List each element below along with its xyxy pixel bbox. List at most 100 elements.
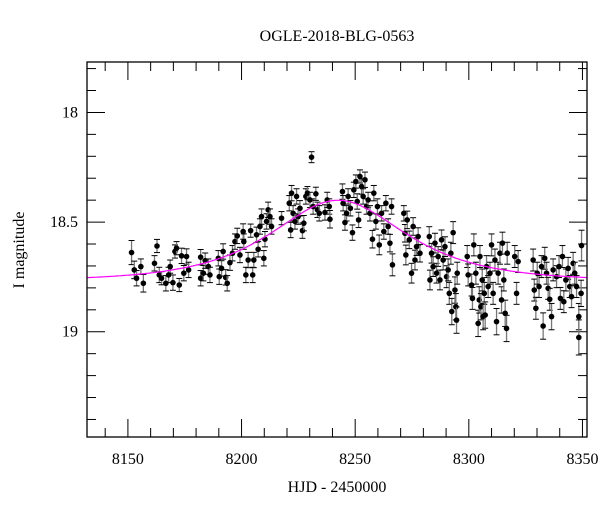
data-point	[216, 273, 223, 280]
data-point	[454, 270, 461, 276]
data-point	[468, 282, 475, 288]
data-point	[417, 250, 423, 257]
data-point	[376, 242, 383, 248]
data-point	[234, 233, 241, 239]
y-tick-label: 19	[62, 324, 78, 341]
data-point	[261, 255, 267, 262]
data-point	[247, 227, 254, 234]
data-point	[257, 223, 263, 230]
data-point	[133, 275, 140, 282]
data-point	[490, 290, 496, 297]
data-point	[360, 193, 366, 200]
data-point	[556, 263, 562, 270]
x-tick-label: 8350	[566, 451, 598, 468]
data-point	[358, 183, 365, 190]
data-point	[340, 200, 346, 207]
data-point	[440, 257, 446, 263]
data-point	[481, 290, 488, 297]
data-point	[464, 253, 471, 260]
data-point	[138, 263, 144, 270]
data-point	[503, 325, 510, 332]
data-point	[495, 270, 501, 276]
data-point	[387, 240, 393, 246]
data-point	[237, 252, 243, 258]
y-tick-label: 18.5	[50, 214, 78, 231]
data-point	[369, 236, 376, 242]
data-point	[207, 272, 213, 278]
data-point	[561, 298, 567, 305]
data-point	[531, 287, 538, 293]
x-axis-label: HJD - 2450000	[288, 479, 387, 496]
data-point	[426, 233, 433, 240]
data-point	[343, 210, 350, 217]
data-point	[538, 263, 545, 270]
data-point	[293, 193, 300, 200]
data-point	[438, 237, 445, 243]
data-point	[232, 238, 238, 245]
data-point	[469, 295, 476, 302]
data-point	[401, 210, 407, 217]
data-point	[488, 242, 495, 248]
plot-frame	[86, 61, 588, 438]
data-point	[245, 257, 251, 263]
x-tick-label: 8150	[112, 451, 144, 468]
data-point	[326, 203, 333, 210]
data-point	[240, 228, 246, 235]
axis-ticks	[87, 62, 587, 437]
data-point	[573, 283, 580, 290]
data-point	[576, 313, 582, 320]
data-point	[170, 279, 176, 286]
data-point	[354, 198, 361, 205]
data-point	[550, 267, 556, 273]
data-point	[243, 272, 249, 278]
data-point	[388, 203, 395, 210]
data-point	[371, 190, 377, 196]
data-point	[410, 223, 416, 230]
data-point	[313, 190, 319, 197]
tick-labels: 8150 8200 8250 8300 8350 18 18.5 19	[50, 104, 598, 468]
data-point	[415, 233, 421, 240]
data-point	[515, 258, 521, 265]
data-point	[435, 253, 441, 260]
data-point	[448, 250, 454, 257]
data-point	[501, 277, 507, 283]
data-point	[151, 260, 158, 267]
data-point	[452, 287, 458, 293]
chart-title: OGLE-2018-BLG-0563	[260, 28, 415, 45]
data-point	[453, 317, 460, 323]
data-point	[197, 254, 204, 260]
data-point	[465, 272, 471, 278]
data-point	[578, 242, 585, 249]
data-point	[502, 310, 508, 317]
data-point	[316, 210, 323, 217]
data-point	[349, 229, 356, 236]
data-point	[288, 190, 295, 196]
data-point	[357, 173, 363, 180]
data-point	[546, 296, 553, 303]
data-point	[498, 297, 505, 303]
x-tick-label: 8250	[339, 451, 371, 468]
data-point	[163, 280, 169, 287]
data-point	[428, 250, 435, 257]
data-point	[140, 280, 147, 287]
model-curve	[87, 199, 587, 279]
data-point	[292, 218, 298, 225]
data-point	[347, 205, 354, 212]
data-point	[432, 240, 438, 246]
data-point	[540, 323, 546, 329]
data-point	[477, 253, 483, 260]
data-point	[373, 218, 379, 225]
data-point	[381, 228, 387, 235]
y-tick-label: 18	[62, 104, 78, 121]
data-point	[268, 223, 275, 230]
data-point	[383, 200, 389, 207]
data-point	[446, 290, 453, 297]
data-point	[471, 242, 477, 248]
data-point	[200, 270, 207, 276]
data-point	[406, 237, 413, 243]
data-point	[513, 290, 520, 297]
data-point	[304, 190, 311, 196]
data-point	[278, 215, 285, 221]
data-point	[197, 275, 204, 282]
